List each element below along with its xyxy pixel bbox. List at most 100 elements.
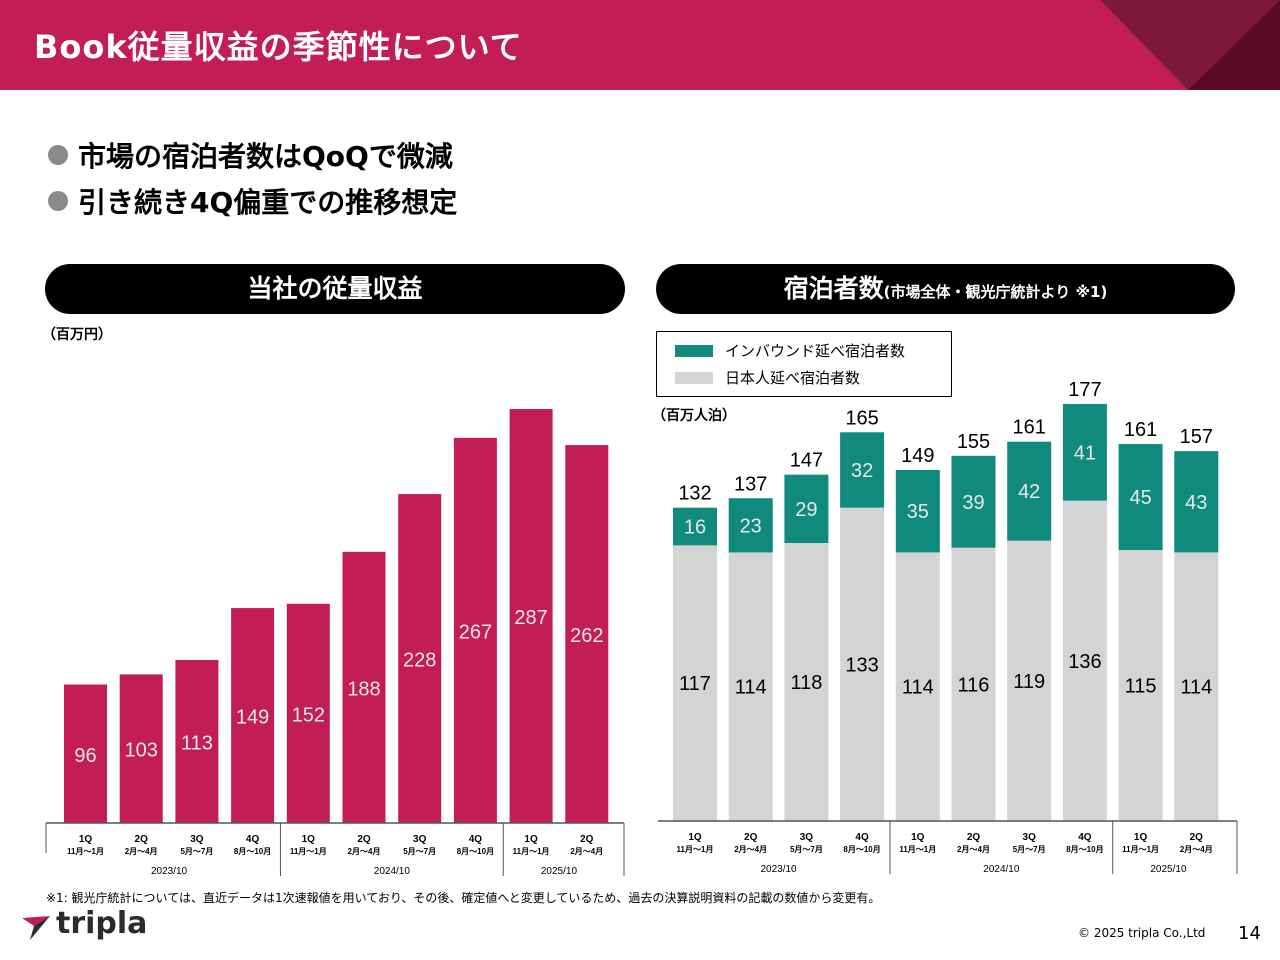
domestic-bar [951, 547, 996, 821]
domestic-bar [728, 552, 773, 821]
revenue-bar-label: 188 [347, 678, 380, 700]
x-tick-months: 11月〜1月 [1122, 845, 1159, 854]
domestic-bar-label: 119 [1013, 671, 1045, 693]
x-tick-months: 2月〜4月 [125, 847, 158, 856]
domestic-bar [1174, 552, 1219, 821]
inbound-bar-label: 42 [1018, 481, 1040, 503]
x-tick-months: 5月〜7月 [180, 847, 213, 856]
inbound-bar [895, 469, 940, 553]
left-chart-unit: （百万円） [42, 327, 112, 343]
total-label: 161 [1013, 417, 1046, 439]
total-label: 165 [845, 407, 878, 429]
x-tick-quarter: 3Q [800, 832, 814, 843]
x-tick-quarter: 4Q [1078, 832, 1092, 843]
page-title: Book従量収益の季節性について [34, 28, 523, 66]
revenue-bar [342, 551, 386, 823]
x-tick-quarter: 3Q [1023, 832, 1037, 843]
inbound-bar [840, 432, 885, 508]
total-label: 132 [678, 483, 711, 505]
revenue-bar [119, 674, 163, 823]
x-tick-months: 11月〜1月 [67, 847, 104, 856]
domestic-bar [784, 543, 829, 821]
revenue-bar-label: 228 [403, 650, 436, 672]
x-tick-quarter: 1Q [302, 834, 316, 845]
total-label: 149 [901, 445, 934, 467]
x-tick-months: 2月〜4月 [348, 847, 381, 856]
inbound-bar-label: 45 [1129, 487, 1151, 509]
revenue-bar-label: 103 [125, 740, 158, 762]
x-tick-quarter: 2Q [357, 834, 371, 845]
domestic-bar [895, 552, 940, 821]
total-label: 177 [1068, 379, 1101, 401]
bullet-dot-icon [48, 191, 68, 211]
x-tick-quarter: 2Q [744, 832, 758, 843]
domestic-bar-label: 114 [735, 677, 767, 699]
x-tick-months: 11月〜1月 [290, 847, 327, 856]
x-tick-months: 11月〜1月 [677, 845, 714, 854]
bullet-text: 市場の宿泊者数はQoQで微減 [78, 140, 453, 173]
x-tick-quarter: 1Q [79, 834, 93, 845]
revenue-bar [509, 409, 553, 823]
domestic-bar [1062, 500, 1107, 821]
domestic-bar [840, 507, 885, 821]
x-tick-months: 2月〜4月 [570, 847, 603, 856]
inbound-bar-label: 35 [907, 501, 929, 523]
revenue-bar-label: 152 [292, 704, 325, 726]
right-panel-subtitle: (市場全体・観光庁統計より ※1) [883, 283, 1108, 301]
header-corner-decoration [1100, 0, 1280, 90]
revenue-bar-label: 149 [236, 707, 269, 729]
x-group-label: 2024/10 [983, 864, 1020, 875]
x-tick-months: 8月〜10月 [1066, 845, 1103, 854]
inbound-bar [673, 507, 717, 546]
x-group-label: 2023/10 [760, 864, 797, 875]
legend-label-inbound: インバウンド延べ宿泊者数 [725, 342, 906, 360]
domestic-bar-label: 133 [845, 654, 878, 676]
total-label: 137 [734, 473, 767, 495]
legend-item-inbound: インバウンド延べ宿泊者数 [675, 341, 905, 361]
x-tick-months: 11月〜1月 [513, 847, 550, 856]
revenue-bar [398, 494, 442, 823]
x-group-label: 2025/10 [1150, 864, 1187, 875]
x-tick-quarter: 4Q [469, 834, 483, 845]
total-label: 155 [957, 431, 990, 453]
inbound-bar [951, 455, 996, 548]
domestic-bar-label: 115 [1125, 676, 1157, 698]
inbound-bar [784, 474, 829, 543]
x-tick-months: 5月〜7月 [790, 845, 823, 854]
x-tick-quarter: 4Q [246, 834, 260, 845]
x-tick-months: 5月〜7月 [1013, 845, 1046, 854]
legend-swatch-domestic [675, 371, 713, 384]
x-tick-months: 2月〜4月 [734, 845, 767, 854]
x-group-label: 2025/10 [541, 866, 578, 877]
x-tick-months: 8月〜10月 [843, 845, 880, 854]
header-bar: Book従量収益の季節性について [0, 0, 1280, 90]
x-tick-quarter: 2Q [967, 832, 981, 843]
footnote: ※1: 観光庁統計については、直近データは1次速報値を用いており、その後、確定値… [46, 891, 881, 905]
revenue-bar [64, 684, 107, 823]
x-group-label: 2023/10 [151, 866, 188, 877]
chart-legend: インバウンド延べ宿泊者数 日本人延べ宿泊者数 [656, 331, 952, 397]
left-panel-title: 当社の従量収益 [45, 264, 625, 314]
tripla-logo-mark-icon [22, 916, 50, 940]
domestic-bar-label: 116 [958, 674, 990, 696]
inbound-bar-label: 39 [962, 492, 984, 514]
revenue-bar [175, 659, 219, 823]
domestic-bar-label: 136 [1068, 651, 1101, 673]
domestic-bar [1007, 540, 1052, 821]
inbound-bar-label: 41 [1074, 442, 1096, 464]
revenue-bar [231, 608, 275, 823]
x-tick-quarter: 2Q [1190, 832, 1204, 843]
revenue-bar-label: 287 [514, 607, 547, 629]
inbound-bar-label: 43 [1185, 492, 1207, 514]
inbound-bar [1174, 451, 1219, 553]
x-tick-months: 2月〜4月 [1180, 845, 1213, 854]
legend-label-domestic: 日本人延べ宿泊者数 [725, 369, 861, 387]
bullet-item: 市場の宿泊者数はQoQで微減 [48, 134, 457, 180]
domestic-bar [1118, 550, 1163, 821]
bullet-item: 引き続き4Q偏重での推移想定 [48, 180, 457, 226]
right-chart-unit: （百万人泊） [652, 408, 736, 424]
copyright: © 2025 tripla Co.,Ltd [1078, 926, 1206, 940]
domestic-bar [673, 545, 717, 821]
tripla-logo-text: tripla [56, 906, 148, 941]
inbound-bar [728, 498, 773, 553]
